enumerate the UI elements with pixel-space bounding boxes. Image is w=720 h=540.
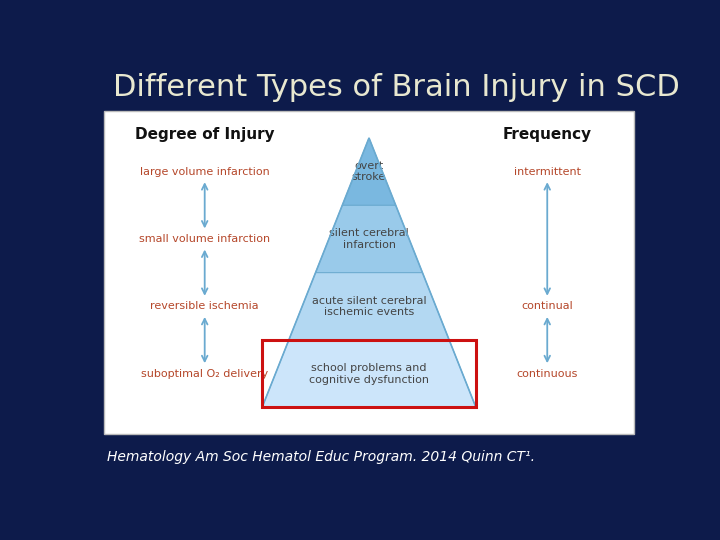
Text: overt
stroke: overt stroke (352, 161, 386, 183)
Text: continuous: continuous (516, 369, 578, 379)
Text: reversible ischemia: reversible ischemia (150, 301, 259, 312)
Text: Degree of Injury: Degree of Injury (135, 126, 274, 141)
Polygon shape (289, 273, 449, 340)
Text: Hematology Am Soc Hematol Educ Program. 2014 Quinn CT¹.: Hematology Am Soc Hematol Educ Program. … (107, 450, 535, 464)
Text: Different Types of Brain Injury in SCD: Different Types of Brain Injury in SCD (113, 73, 680, 103)
Text: suboptimal O₂ delivery: suboptimal O₂ delivery (141, 369, 269, 379)
Text: school problems and
cognitive dysfunction: school problems and cognitive dysfunctio… (309, 363, 429, 384)
Polygon shape (342, 138, 396, 205)
Text: continual: continual (521, 301, 573, 312)
Bar (262, 340, 476, 408)
Polygon shape (315, 205, 423, 273)
Text: small volume infarction: small volume infarction (139, 234, 270, 244)
Text: silent cerebral
infarction: silent cerebral infarction (329, 228, 409, 250)
Text: large volume infarction: large volume infarction (140, 167, 269, 177)
Text: Frequency: Frequency (503, 126, 592, 141)
Text: intermittent: intermittent (514, 167, 581, 177)
Bar (104, 111, 634, 434)
Text: acute silent cerebral
ischemic events: acute silent cerebral ischemic events (312, 295, 426, 317)
Polygon shape (262, 340, 476, 408)
